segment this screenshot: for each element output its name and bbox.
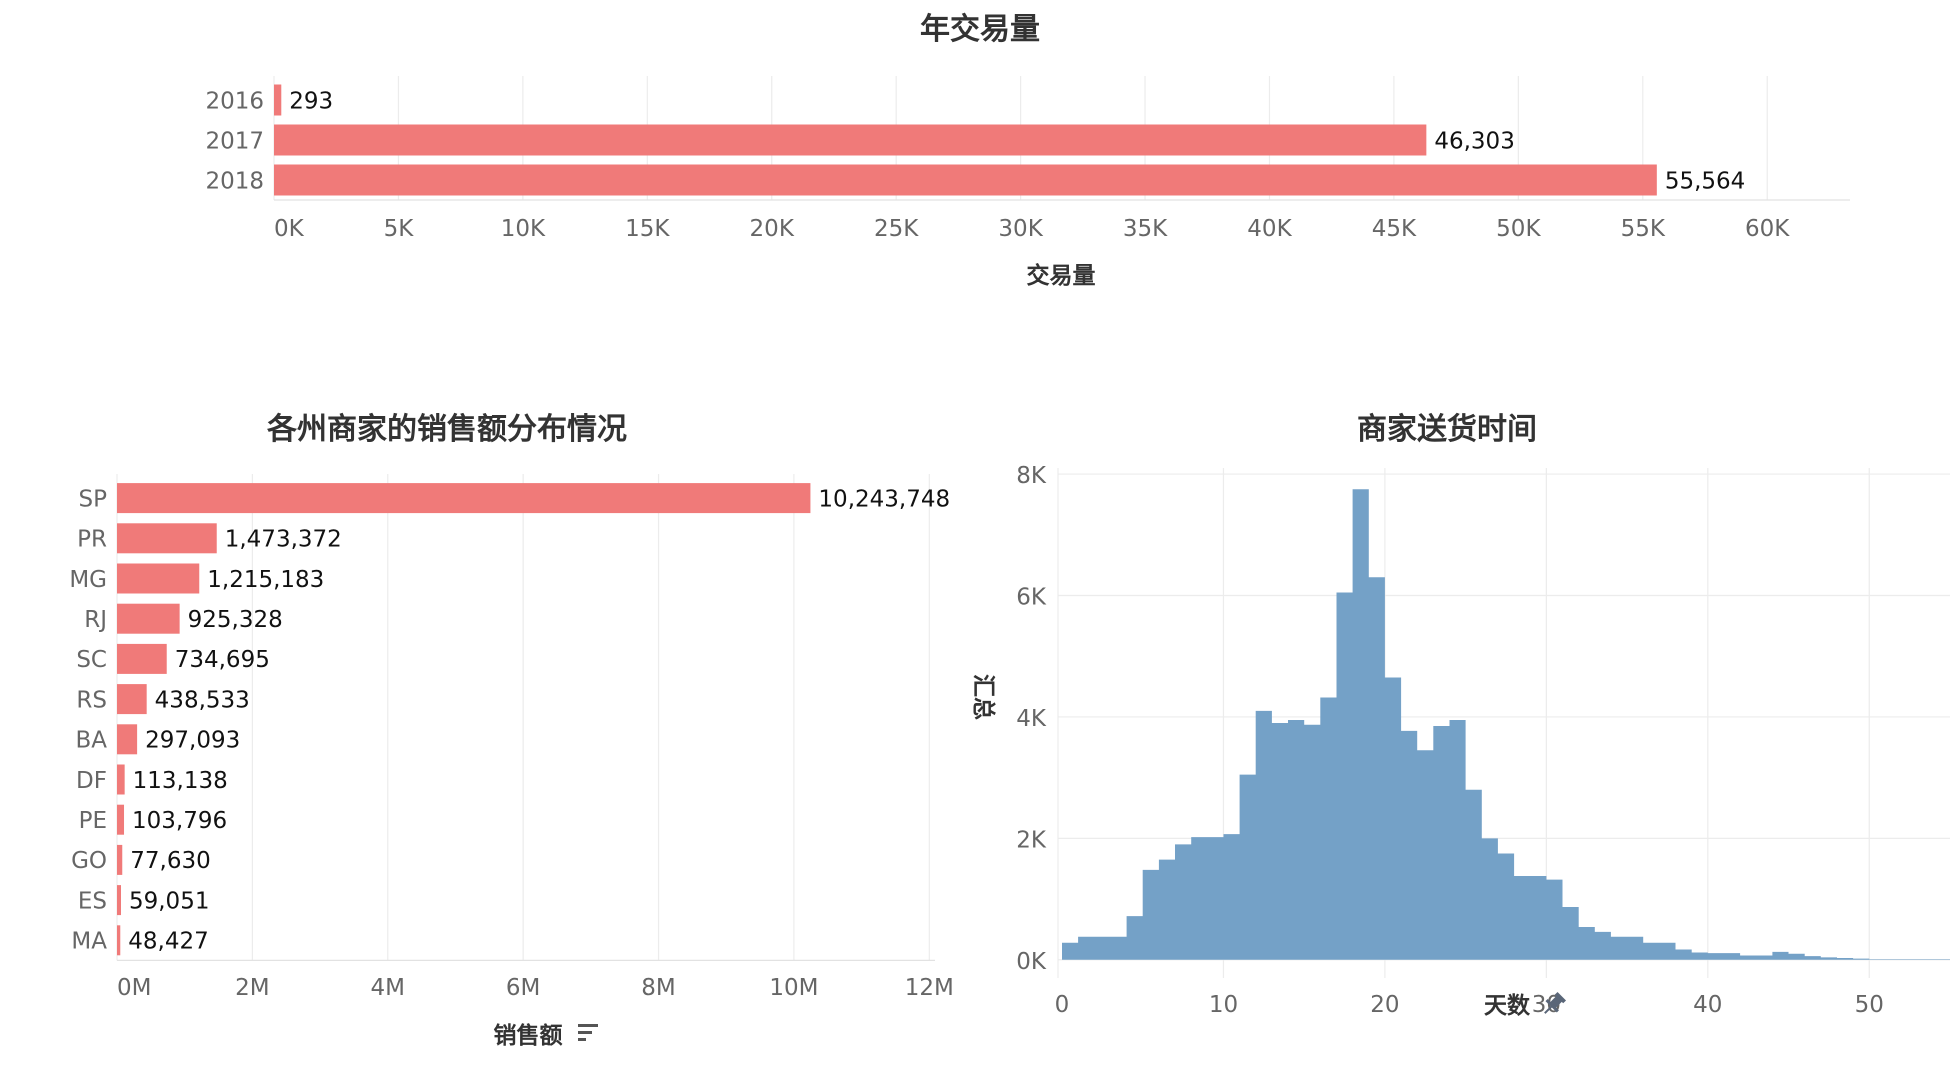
yearly-transactions-chart: 年交易量 0K 5K 10K 15K 20K 25K 30K 35K 40K 45K 50K 55K 6… (205, 12, 1850, 289)
x-tick-label: 20 (1370, 992, 1399, 1018)
x-tick-label: 12M (905, 975, 954, 1001)
x-tick-label: 10K (501, 216, 546, 242)
x-tick-label: 0K (274, 216, 305, 242)
data-label: 1,215,183 (207, 567, 324, 593)
x-tick-label: 40K (1247, 216, 1292, 242)
x-tick-label: 2M (235, 975, 269, 1001)
bar (117, 844, 123, 875)
chart-title: 年交易量 (920, 12, 1040, 47)
x-tick-label: 50K (1496, 216, 1541, 242)
histogram-bars (1062, 489, 1950, 960)
data-label: 293 (289, 88, 333, 114)
bar (117, 483, 811, 514)
bar (117, 563, 200, 594)
y-tick-label: 8K (1016, 463, 1047, 489)
data-label: 113,138 (133, 768, 228, 794)
category-label: SC (76, 647, 107, 673)
x-tick-label: 8M (641, 975, 675, 1001)
labels: 0M 2M 4M 6M 8M 10M 12M SP 10,243,748 PR 1,473,372 M… (69, 486, 954, 1001)
data-label: 46,303 (1434, 128, 1514, 154)
bars (117, 483, 811, 956)
category-label: 2017 (205, 128, 264, 154)
bar (117, 684, 147, 715)
labels: 0K 5K 10K 15K 20K 25K 30K 35K 40K 45K 50K 55K 60K 201… (205, 88, 1790, 242)
category-label: BA (75, 728, 107, 754)
category-label: SP (79, 486, 108, 512)
x-tick-label: 25K (874, 216, 919, 242)
x-axis-title[interactable]: 交易量 (1027, 262, 1096, 289)
data-label: 48,427 (128, 929, 208, 955)
x-tick-label: 50 (1855, 992, 1884, 1018)
bar (117, 643, 167, 674)
category-label: MG (69, 567, 107, 593)
category-label: ES (78, 888, 107, 914)
bar (117, 724, 138, 755)
data-label: 77,630 (130, 848, 210, 874)
x-tick-label: 0 (1055, 992, 1070, 1018)
bar (117, 764, 125, 795)
bar (274, 124, 1427, 156)
gridlines (116, 474, 935, 962)
data-label: 59,051 (129, 888, 209, 914)
x-axis-title[interactable]: 天数 (1484, 993, 1531, 1019)
category-label: 2016 (205, 88, 264, 114)
x-tick-label: 35K (1123, 216, 1168, 242)
data-label: 734,695 (175, 647, 270, 673)
x-tick-label: 10M (769, 975, 818, 1001)
x-tick-label: 4M (371, 975, 405, 1001)
category-label: MA (71, 929, 107, 955)
x-tick-label: 10 (1209, 992, 1238, 1018)
data-label: 55,564 (1665, 168, 1745, 194)
category-label: PE (79, 808, 107, 834)
bar (117, 885, 121, 916)
x-tick-label: 6M (506, 975, 540, 1001)
x-tick-label: 0M (117, 975, 151, 1001)
bars (274, 84, 1657, 196)
x-tick-label: 20K (750, 216, 795, 242)
x-tick-label: 40 (1693, 992, 1722, 1018)
data-label: 925,328 (188, 607, 283, 633)
category-label: GO (71, 848, 107, 874)
data-label: 103,796 (132, 808, 227, 834)
y-tick-label: 2K (1016, 827, 1047, 853)
x-tick-label: 55K (1621, 216, 1666, 242)
data-label: 297,093 (145, 728, 240, 754)
y-tick-label: 6K (1016, 585, 1047, 611)
bar (117, 523, 217, 554)
x-tick-label: 60K (1745, 216, 1790, 242)
data-label: 1,473,372 (225, 527, 342, 553)
y-tick-label: 0K (1016, 949, 1047, 975)
bar (117, 804, 125, 835)
pin-icon[interactable] (1539, 991, 1567, 1019)
category-label: DF (76, 768, 107, 794)
category-label: RS (76, 687, 107, 713)
category-label: PR (77, 527, 107, 553)
bar (117, 925, 121, 956)
chart-title: 各州商家的销售额分布情况 (266, 412, 627, 447)
x-tick-label: 30K (998, 216, 1043, 242)
sort-descending-icon[interactable] (578, 1024, 598, 1041)
bar (274, 84, 282, 116)
chart-title: 商家送货时间 (1357, 412, 1537, 447)
y-tick-label: 4K (1016, 706, 1047, 732)
bar (274, 164, 1657, 196)
bar (117, 603, 180, 634)
x-tick-label: 15K (625, 216, 670, 242)
data-label: 10,243,748 (818, 486, 950, 512)
histogram-area (1062, 489, 1950, 960)
category-label: RJ (84, 607, 107, 633)
data-label: 438,533 (155, 687, 250, 713)
y-axis-title[interactable]: 汇总 (970, 674, 997, 720)
category-label: 2018 (205, 168, 264, 194)
x-tick-label: 45K (1372, 216, 1417, 242)
x-axis-title[interactable]: 销售额 (494, 1022, 563, 1049)
x-tick-label: 5K (384, 216, 415, 242)
state-sales-chart: 各州商家的销售额分布情况 0M 2M 4M 6M 8M 10M 12M SP 10,243,74… (69, 412, 954, 1049)
